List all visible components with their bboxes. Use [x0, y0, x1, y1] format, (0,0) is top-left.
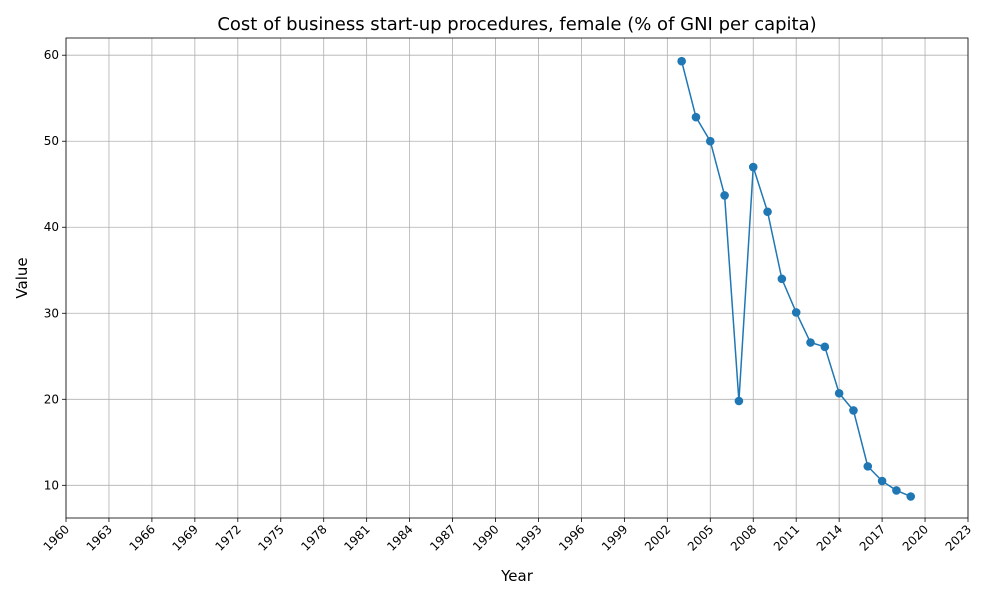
data-point — [691, 112, 701, 122]
data-point — [863, 462, 873, 471]
x-tick-label: 2017 — [857, 522, 888, 553]
x-axis: 1960 1963 1966 1969 1972 1975 1978 1981 1984 1987… — [41, 518, 974, 554]
x-tick-label: 1966 — [127, 522, 158, 553]
x-tick-label: 1984 — [384, 522, 415, 553]
data-point — [705, 136, 715, 146]
x-tick-label: 2014 — [814, 522, 845, 553]
data-point — [763, 207, 772, 217]
data-point — [734, 396, 744, 406]
x-tick-label: 2002 — [642, 522, 673, 553]
y-tick-label: 10 — [44, 478, 59, 492]
x-tick-label: 1969 — [169, 522, 200, 553]
x-tick-label: 1975 — [255, 522, 286, 553]
x-axis-label: Year — [500, 567, 534, 585]
y-axis: 10 20 30 40 50 60 — [44, 48, 66, 492]
x-tick-label: 1993 — [513, 522, 544, 553]
plot-area-frame — [65, 37, 969, 519]
data-point — [877, 476, 887, 486]
data-point — [777, 274, 787, 284]
data-point — [791, 308, 801, 317]
x-tick-label: 1978 — [298, 522, 329, 553]
data-point — [806, 338, 815, 347]
x-tick-label: 1999 — [599, 522, 630, 553]
y-tick-label: 20 — [44, 392, 59, 406]
y-tick-label: 50 — [44, 134, 59, 148]
chart-title: Cost of business start-up procedures, fe… — [217, 14, 816, 35]
data-point — [906, 492, 916, 501]
data-point — [677, 56, 686, 66]
grid — [65, 38, 969, 518]
x-tick-label: 2005 — [685, 522, 716, 553]
x-tick-label: 1981 — [341, 522, 372, 553]
x-tick-label: 1963 — [84, 522, 115, 553]
x-tick-label: 1960 — [41, 522, 72, 553]
data-point — [820, 342, 830, 352]
y-tick-label: 60 — [44, 48, 59, 62]
y-tick-label: 40 — [44, 220, 59, 234]
x-tick-label: 1987 — [427, 522, 458, 553]
series-layer — [677, 56, 916, 501]
data-point — [892, 486, 901, 495]
data-point — [849, 406, 858, 415]
x-tick-label: 1972 — [212, 522, 243, 553]
y-tick-label: 30 — [44, 306, 59, 320]
x-tick-label: 2023 — [943, 522, 974, 553]
x-tick-label: 2011 — [771, 522, 802, 553]
x-tick-label: 2008 — [728, 522, 759, 553]
data-point — [720, 191, 729, 200]
x-tick-label: 2020 — [900, 522, 931, 553]
x-tick-label: 1996 — [556, 522, 587, 553]
x-tick-label: 1990 — [470, 522, 501, 553]
data-point — [748, 162, 758, 172]
y-axis-label: Value — [13, 257, 31, 298]
data-point — [834, 388, 844, 398]
